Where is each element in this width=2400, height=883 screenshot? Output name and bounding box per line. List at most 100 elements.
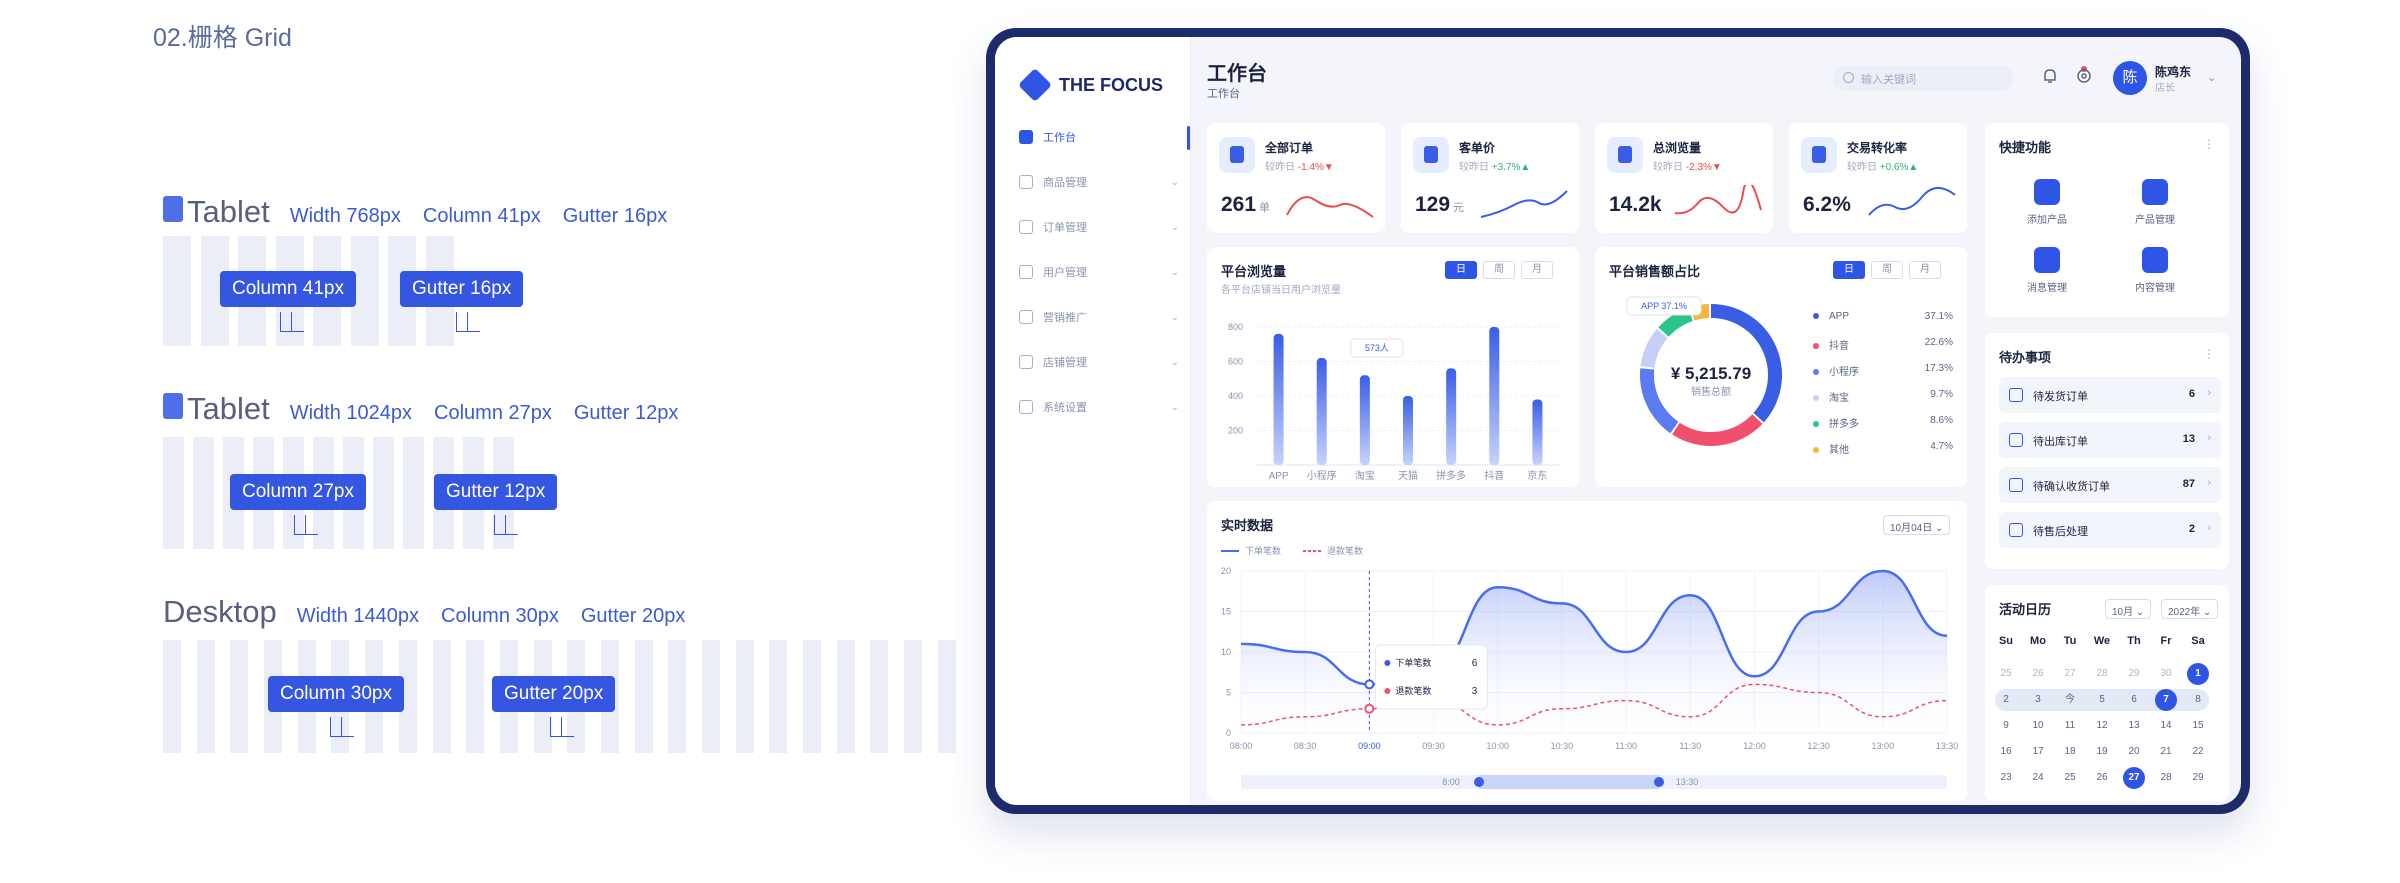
kpi-card-conversion[interactable]: 交易转化率 较昨日 +0.6%▲ 6.2% bbox=[1789, 123, 1967, 233]
y-tick-label: 200 bbox=[1228, 426, 1243, 436]
calendar-day[interactable]: 25 bbox=[2000, 668, 2012, 679]
calendar-day[interactable]: 27 bbox=[2064, 668, 2076, 679]
calendar-day[interactable]: 22 bbox=[2192, 746, 2204, 757]
sidebar-item-store[interactable]: 店铺管理 ⌄ bbox=[1019, 354, 1179, 370]
quick-content-manage[interactable]: 内容管理 bbox=[2115, 247, 2195, 294]
tooltip-value: 3 bbox=[1472, 686, 1478, 697]
sidebar-item-products[interactable]: 商品管理 ⌄ bbox=[1019, 174, 1179, 190]
header: 工作台 工作台 输入关键词 陈 陈鸡东 店长 ⌄ bbox=[1191, 37, 2241, 109]
todo-item[interactable]: 待出库订单 13 › bbox=[1999, 422, 2221, 458]
chevron-right-icon: › bbox=[2207, 477, 2211, 489]
calendar-day[interactable]: 15 bbox=[2192, 720, 2204, 731]
date-select[interactable]: 10月04日 ⌄ bbox=[1883, 515, 1951, 535]
kpi-delta: 较昨日 +0.6%▲ bbox=[1847, 162, 1919, 173]
sidebar-item-label: 营销推广 bbox=[1043, 312, 1087, 324]
calendar-day[interactable]: 28 bbox=[2096, 668, 2108, 679]
calendar-day[interactable]: 8 bbox=[2195, 694, 2201, 705]
segment-month[interactable]: 月 bbox=[1909, 261, 1941, 279]
calendar-day[interactable]: 23 bbox=[2000, 772, 2012, 783]
calendar-day[interactable]: 16 bbox=[2000, 746, 2012, 757]
grid-column bbox=[769, 640, 788, 753]
todo-item[interactable]: 待发货订单 6 › bbox=[1999, 377, 2221, 413]
quick-product-manage[interactable]: 产品管理 bbox=[2115, 179, 2195, 226]
calendar-day[interactable]: 13 bbox=[2128, 720, 2140, 731]
calendar-day[interactable]: 29 bbox=[2192, 772, 2204, 783]
sidebar-item-orders[interactable]: 订单管理 ⌄ bbox=[1019, 219, 1179, 235]
range-selection bbox=[1479, 775, 1659, 789]
sidebar-item-marketing[interactable]: 营销推广 ⌄ bbox=[1019, 309, 1179, 325]
more-icon[interactable]: ⋮ bbox=[2203, 347, 2215, 361]
calendar-day[interactable]: 14 bbox=[2160, 720, 2172, 731]
x-tick-label: 12:00 bbox=[1743, 741, 1766, 751]
gear-icon[interactable] bbox=[2075, 67, 2093, 85]
grid-column bbox=[702, 640, 720, 753]
donut-slice bbox=[1658, 307, 1694, 338]
grid-column bbox=[398, 640, 417, 753]
sidebar-item-workbench[interactable]: 工作台 bbox=[1019, 129, 1179, 145]
segment-day[interactable]: 日 bbox=[1445, 261, 1477, 279]
bar-chart: 800 600 400 200 APP 小程序 淘宝 天猫 拼多多 抖音 京东 573人 bbox=[1228, 322, 1559, 482]
calendar-day[interactable]: 18 bbox=[2064, 746, 2076, 757]
kpi-card-views[interactable]: 总浏览量 较昨日 -2.3%▼ 14.2k bbox=[1595, 123, 1773, 233]
calendar-day[interactable]: 17 bbox=[2032, 746, 2044, 757]
calendar-day[interactable]: 26 bbox=[2032, 668, 2044, 679]
year-select[interactable]: 2022年 ⌄ bbox=[2161, 599, 2219, 619]
calendar-day[interactable]: 28 bbox=[2160, 772, 2172, 783]
grid-column bbox=[735, 640, 754, 753]
calendar-day[interactable]: 7 bbox=[2155, 689, 2177, 711]
kpi-card-price[interactable]: 客单价 较昨日 +3.7%▲ 129 元 bbox=[1401, 123, 1579, 233]
hover-point bbox=[1364, 679, 1375, 690]
grid-columns bbox=[163, 236, 454, 346]
segment-month[interactable]: 月 bbox=[1521, 261, 1553, 279]
calendar-day[interactable]: 5 bbox=[2099, 694, 2105, 705]
conversion-icon bbox=[1801, 137, 1837, 173]
grid-column bbox=[163, 640, 181, 753]
brand-logo[interactable]: THE FOCUS bbox=[1018, 68, 1163, 102]
todo-item[interactable]: 待确认收货订单 87 › bbox=[1999, 467, 2221, 503]
calendar-day[interactable]: 27 bbox=[2123, 767, 2145, 789]
user-name[interactable]: 陈鸡东 bbox=[2155, 65, 2192, 79]
tooltip-box bbox=[1374, 644, 1488, 710]
calendar-day[interactable]: 19 bbox=[2096, 746, 2108, 757]
bell-icon[interactable] bbox=[2041, 67, 2059, 85]
calendar-day[interactable]: 24 bbox=[2032, 772, 2044, 783]
calendar-day[interactable]: 1 bbox=[2187, 663, 2209, 685]
calendar-day[interactable]: 20 bbox=[2128, 746, 2140, 757]
calendar-day[interactable]: 3 bbox=[2035, 694, 2041, 705]
search-input[interactable]: 输入关键词 bbox=[1833, 65, 2013, 91]
grid-column bbox=[373, 437, 394, 549]
calendar-day[interactable]: 11 bbox=[2064, 720, 2076, 731]
month-select[interactable]: 10月 ⌄ bbox=[2105, 599, 2152, 619]
chevron-right-icon: › bbox=[2207, 432, 2211, 444]
segment-day[interactable]: 日 bbox=[1833, 261, 1865, 279]
calendar-day[interactable]: 10 bbox=[2032, 720, 2044, 731]
search-icon bbox=[1843, 72, 1854, 83]
sidebar-item-users[interactable]: 用户管理 ⌄ bbox=[1019, 264, 1179, 280]
quick-message-manage[interactable]: 消息管理 bbox=[2007, 247, 2087, 294]
calendar-day[interactable]: 29 bbox=[2128, 668, 2140, 679]
gutter-marker bbox=[550, 717, 574, 737]
calendar-day[interactable]: 2 bbox=[2003, 694, 2009, 705]
more-icon[interactable]: ⋮ bbox=[2203, 137, 2215, 151]
chevron-down-icon[interactable]: ⌄ bbox=[2207, 72, 2217, 84]
card-subtitle: 各平台店铺当日用户浏览量 bbox=[1221, 285, 1341, 296]
calendar-day[interactable]: 21 bbox=[2160, 746, 2172, 757]
sparkline bbox=[1480, 190, 1568, 218]
donut-slice bbox=[1640, 328, 1668, 369]
grid-column: Column 30px bbox=[441, 605, 559, 627]
calendar-day[interactable]: 12 bbox=[2096, 720, 2108, 731]
calendar-day[interactable]: 25 bbox=[2064, 772, 2076, 783]
avatar[interactable]: 陈 bbox=[2113, 61, 2147, 95]
segment-week[interactable]: 周 bbox=[1871, 261, 1903, 279]
calendar-day[interactable]: 30 bbox=[2160, 668, 2172, 679]
quick-add-product[interactable]: 添加产品 bbox=[2007, 179, 2087, 226]
calendar-day[interactable]: 6 bbox=[2131, 694, 2137, 705]
segment-week[interactable]: 周 bbox=[1483, 261, 1515, 279]
kpi-card-orders[interactable]: 全部订单 较昨日 -1.4%▼ 261 单 bbox=[1207, 123, 1385, 233]
todo-item[interactable]: 待售后处理 2 › bbox=[1999, 512, 2221, 548]
calendar-day[interactable]: 26 bbox=[2096, 772, 2108, 783]
calendar-day[interactable]: 今 bbox=[2065, 694, 2075, 705]
kpi-label: 全部订单 bbox=[1265, 141, 1314, 155]
calendar-day[interactable]: 9 bbox=[2003, 720, 2009, 731]
sidebar-item-settings[interactable]: 系统设置 ⌄ bbox=[1019, 399, 1179, 415]
